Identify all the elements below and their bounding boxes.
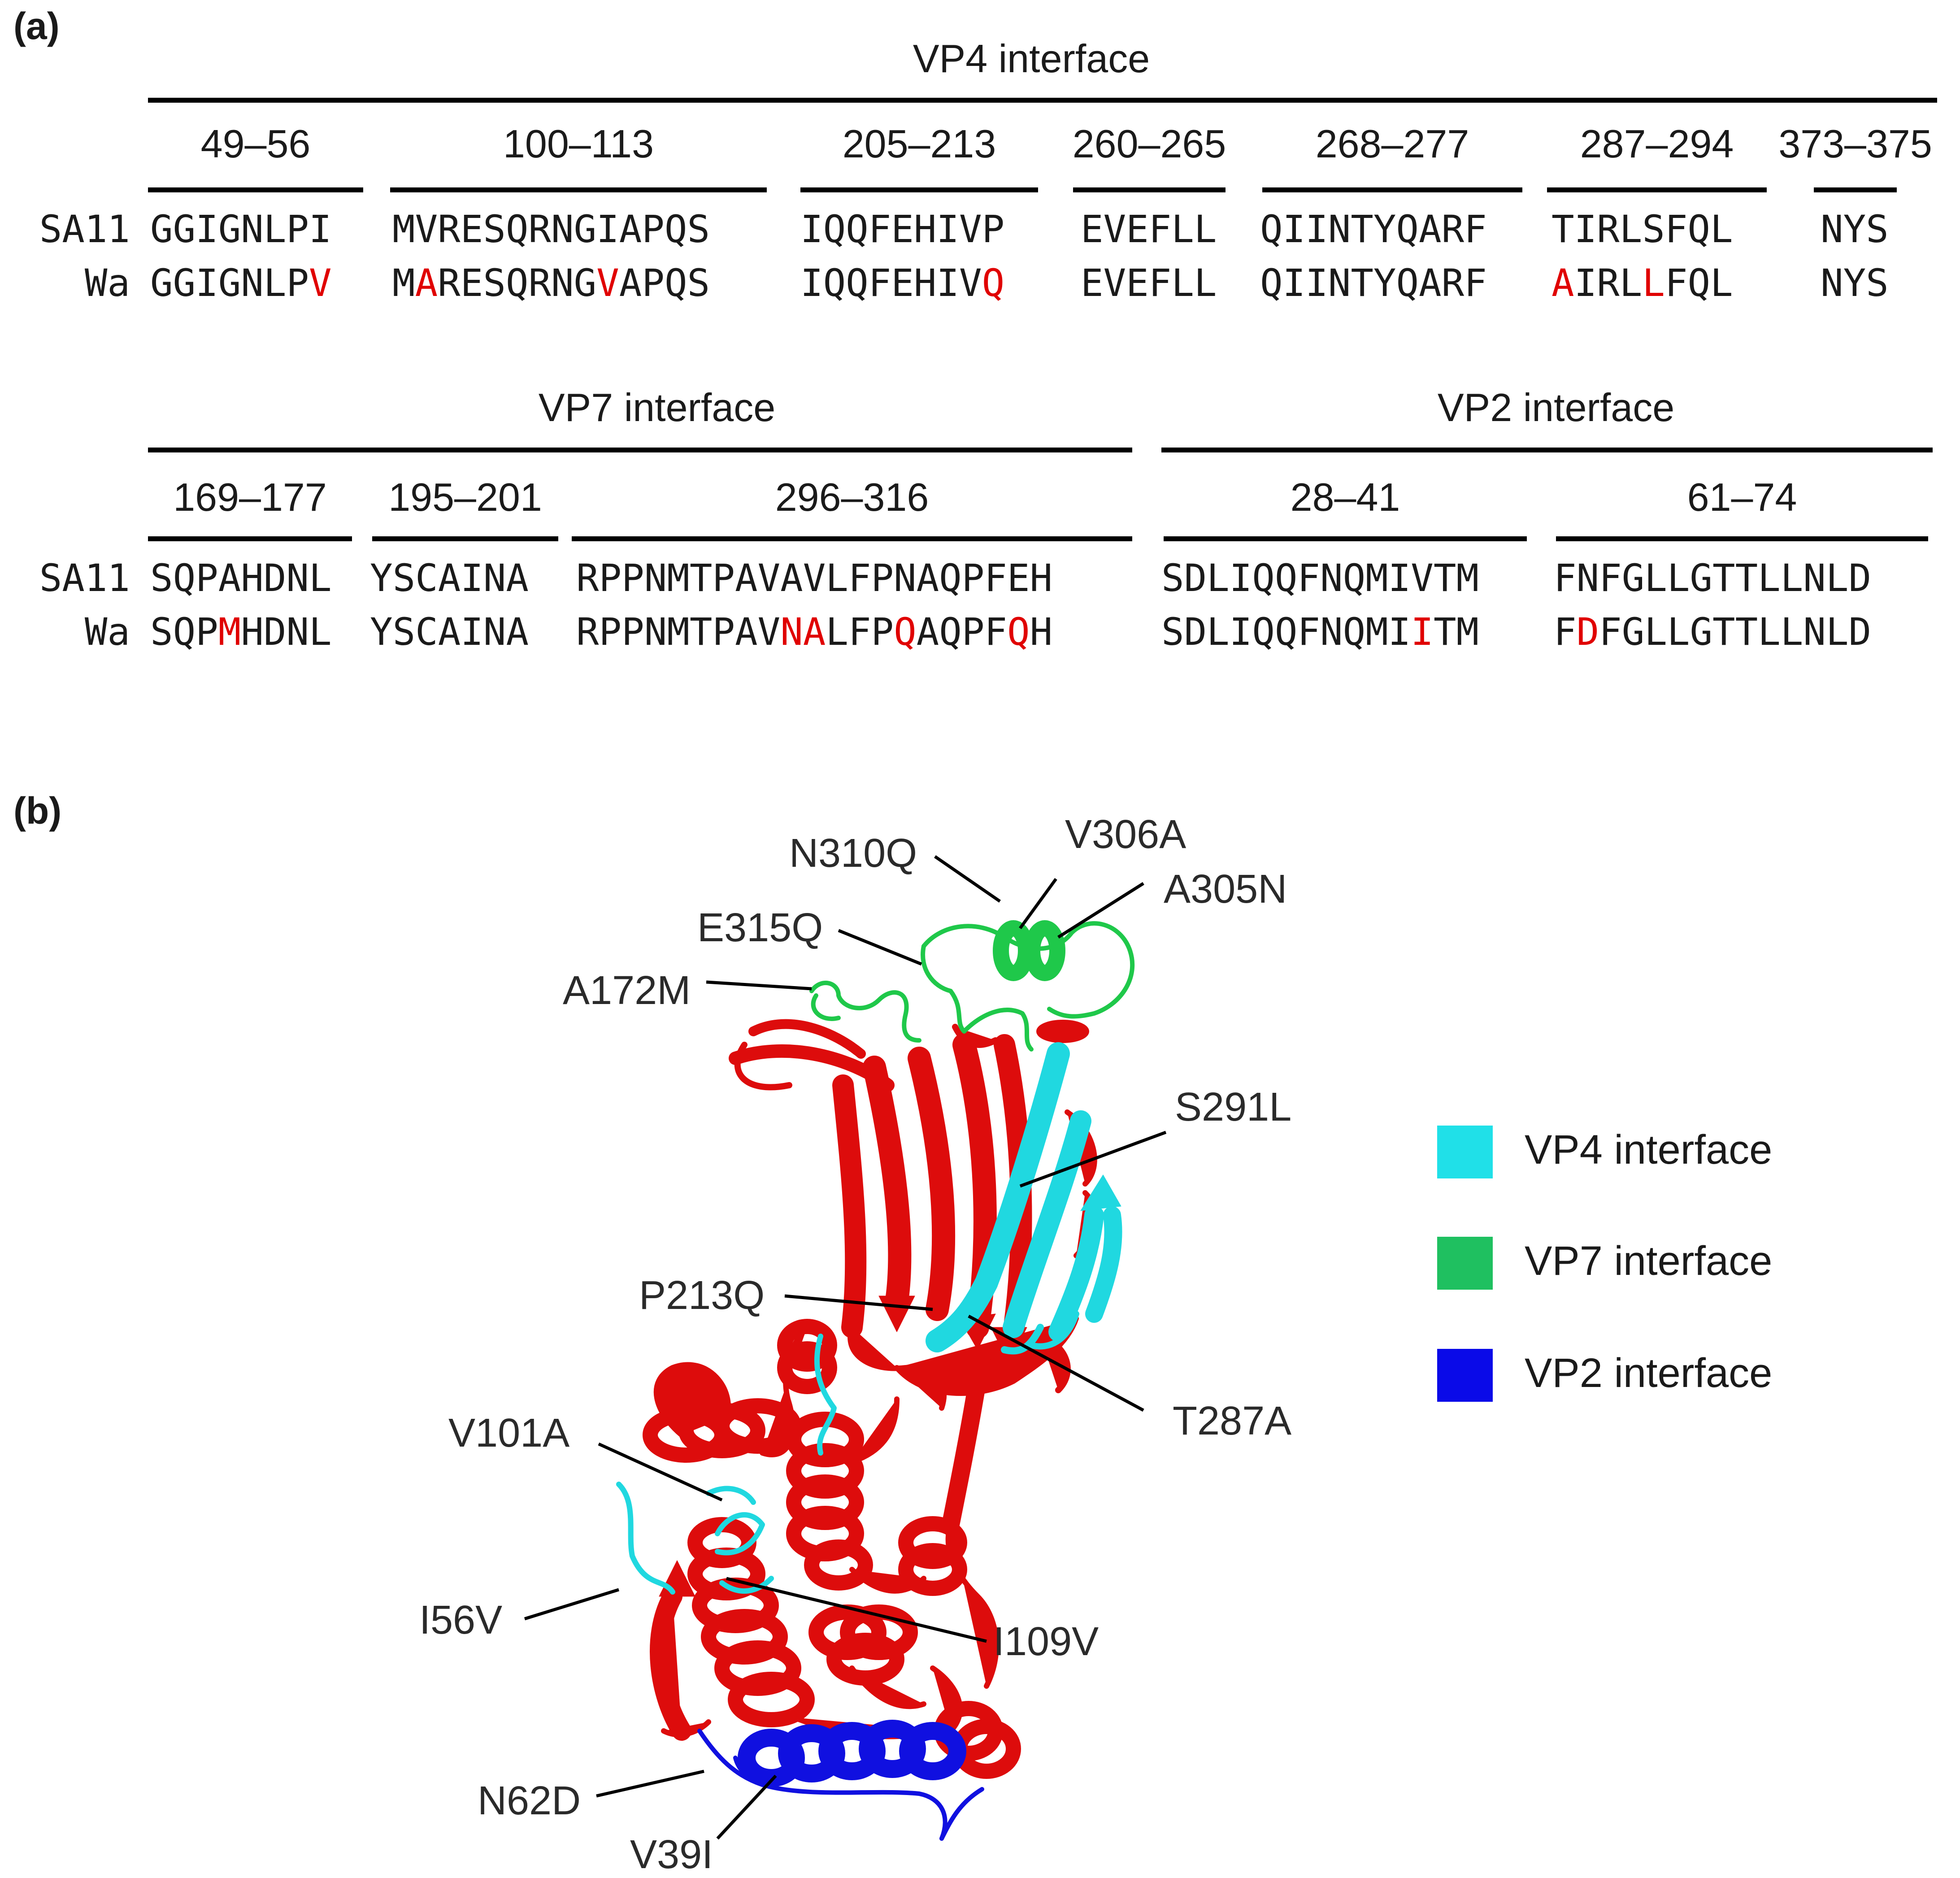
legend-label-vp7: VP7 interface [1525, 1238, 1773, 1284]
sa11-sequence: GGIGNLPI [150, 207, 332, 251]
sa11-sequence: TIRLSFQL [1551, 207, 1733, 251]
legend-swatch-vp4 [1437, 1126, 1493, 1178]
wa-sequence: NYS [1821, 261, 1889, 305]
legend-label-vp2: VP2 interface [1525, 1350, 1773, 1396]
vp4-interface-header: VP4 interface [913, 36, 1150, 81]
range-label: 287–294 [1580, 122, 1734, 166]
strain-label-sa11-row1: SA11 [39, 207, 130, 251]
range-label: 296–316 [775, 475, 929, 519]
sa11-sequence: YSCAINA [370, 556, 529, 600]
sa11-sequence: EVEFLL [1081, 207, 1217, 251]
strain-label-sa11-row2: SA11 [39, 556, 130, 600]
panel-b-label: (b) [13, 790, 62, 832]
sa11-sequence: IQQFEHIVP [800, 207, 1005, 251]
mutated-residue: M [218, 610, 241, 654]
range-bracket-line [1814, 187, 1897, 192]
annotation-leader-lines [524, 855, 1167, 1840]
legend-swatch-vp2 [1437, 1349, 1493, 1402]
range-bracket-line [148, 187, 363, 192]
mutated-residue: L [1642, 261, 1665, 305]
mutation-label-n310q: N310Q [789, 831, 917, 876]
wa-sequence: GGIGNLPV [150, 261, 332, 305]
sa11-sequence: MVRESQRNGIAPQS [392, 207, 710, 251]
strain-label-wa-row1: Wa [84, 261, 130, 305]
sa11-sequence: FNFGLLGTTLLNLD [1554, 556, 1872, 600]
sa11-sequence: SQPAHDNL [150, 556, 332, 600]
sa11-sequence: QIINTYQARF [1260, 207, 1487, 251]
panel-a-label: (a) [13, 5, 60, 47]
range-label: 61–74 [1687, 475, 1797, 519]
wa-sequence: YSCAINA [370, 610, 529, 654]
vp2-interface-region [697, 1720, 984, 1841]
range-bracket-line [1073, 187, 1226, 192]
mutation-label-a172m: A172M [563, 968, 691, 1013]
range-label: 373–375 [1778, 122, 1932, 166]
mutation-label-p213q: P213Q [639, 1273, 765, 1318]
mutation-label-a305n: A305N [1164, 867, 1287, 912]
sa11-sequence: RPPNMTPAVAVLFPNAQPFEH [576, 556, 1053, 600]
mutated-residue: Q [1007, 610, 1030, 654]
range-bracket-line [1164, 536, 1527, 541]
mutation-label-s291l: S291L [1175, 1085, 1292, 1130]
range-label: 205–213 [842, 122, 996, 166]
mutated-residue: A [415, 261, 438, 305]
mutated-residue: Q [894, 610, 917, 654]
mutation-label-v39i: V39I [630, 1832, 713, 1877]
wa-sequence: RPPNMTPAVNALFPQAQPFQH [576, 610, 1053, 654]
mutation-label-e315q: E315Q [697, 905, 823, 950]
sa11-sequence: NYS [1821, 207, 1889, 251]
range-bracket-line [1556, 536, 1928, 541]
wa-sequence: SDLIQQFNQMIITM [1161, 610, 1479, 654]
range-bracket-line [1547, 187, 1767, 192]
wa-sequence: MARESQRNGVAPQS [392, 261, 710, 305]
wa-sequence: SQPMHDNL [150, 610, 332, 654]
mutated-residue: N [780, 610, 803, 654]
mutated-residue: Q [982, 261, 1005, 305]
wa-sequence: FDFGLLGTTLLNLD [1554, 610, 1872, 654]
vp4-interface-line [148, 98, 1937, 103]
vp2-interface-header: VP2 interface [1437, 385, 1675, 430]
vp7-interface-region [809, 920, 1135, 1052]
range-bracket-line [800, 187, 1038, 192]
mutated-residue: I [1411, 610, 1434, 654]
wa-sequence: IQQFEHIVQ [800, 261, 1005, 305]
vp4-interface-region [616, 1042, 1122, 1595]
mutation-label-t287a: T287A [1173, 1399, 1292, 1443]
mutation-label-n62d: N62D [478, 1778, 581, 1823]
range-label: 268–277 [1315, 122, 1469, 166]
mutation-label-v101a: V101A [448, 1411, 570, 1456]
range-label: 195–201 [388, 475, 542, 519]
mutated-residue: D [1576, 610, 1599, 654]
range-label: 100–113 [503, 122, 654, 166]
vp7-interface-header: VP7 interface [538, 385, 776, 430]
range-bracket-line [390, 187, 767, 192]
mutation-label-i109v: I109V [993, 1619, 1099, 1664]
range-bracket-line [1262, 187, 1522, 192]
vp2-interface-line [1161, 448, 1933, 452]
range-bracket-line [572, 536, 1132, 541]
range-bracket-line [148, 536, 352, 541]
range-label: 260–265 [1072, 122, 1226, 166]
mutated-residue: A [803, 610, 826, 654]
range-label: 28–41 [1290, 475, 1400, 519]
sa11-sequence: SDLIQQFNQMIVTM [1161, 556, 1479, 600]
range-label: 49–56 [200, 122, 311, 166]
range-label: 169–177 [173, 475, 327, 519]
mutated-residue: A [1551, 261, 1574, 305]
legend-label-vp4: VP4 interface [1525, 1127, 1773, 1173]
range-bracket-line [372, 536, 558, 541]
mutated-residue: V [309, 261, 332, 305]
mutation-label-i56v: I56V [419, 1598, 503, 1643]
wa-sequence: EVEFLL [1081, 261, 1217, 305]
wa-sequence: QIINTYQARF [1260, 261, 1487, 305]
strain-label-wa-row2: Wa [84, 610, 130, 654]
legend-swatch-vp7 [1437, 1237, 1493, 1290]
mutated-residue: V [596, 261, 619, 305]
wa-sequence: AIRLLFQL [1551, 261, 1733, 305]
vp7-interface-line [148, 448, 1132, 452]
mutation-label-v306a: V306A [1065, 812, 1186, 857]
